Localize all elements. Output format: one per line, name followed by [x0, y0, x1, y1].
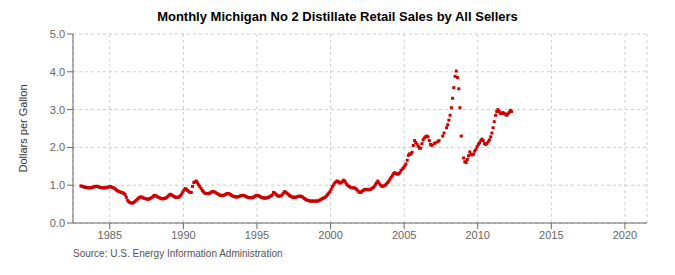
svg-text:1990: 1990: [171, 229, 195, 241]
svg-text:3.0: 3.0: [50, 104, 65, 116]
svg-text:2010: 2010: [466, 229, 490, 241]
svg-text:2.0: 2.0: [50, 141, 65, 153]
svg-text:2005: 2005: [392, 229, 416, 241]
svg-text:1995: 1995: [245, 229, 269, 241]
svg-text:1.0: 1.0: [50, 179, 65, 191]
html-text:Source: U.S. Energy Informatio: Source: U.S. Energy Information Administ…: [73, 248, 283, 259]
svg-text:4.0: 4.0: [50, 66, 65, 78]
svg-text:2015: 2015: [539, 229, 563, 241]
svg-text:2000: 2000: [318, 229, 342, 241]
svg-text:5.0: 5.0: [50, 28, 65, 40]
svg-text:Dollars per Gallon: Dollars per Gallon: [17, 84, 29, 172]
svg-text:0.0: 0.0: [50, 217, 65, 229]
svg-text:1985: 1985: [98, 229, 122, 241]
svg-text:2020: 2020: [613, 229, 637, 241]
html-text:Monthly Michigan No 2 Distilla: Monthly Michigan No 2 Distillate Retail …: [157, 9, 518, 24]
